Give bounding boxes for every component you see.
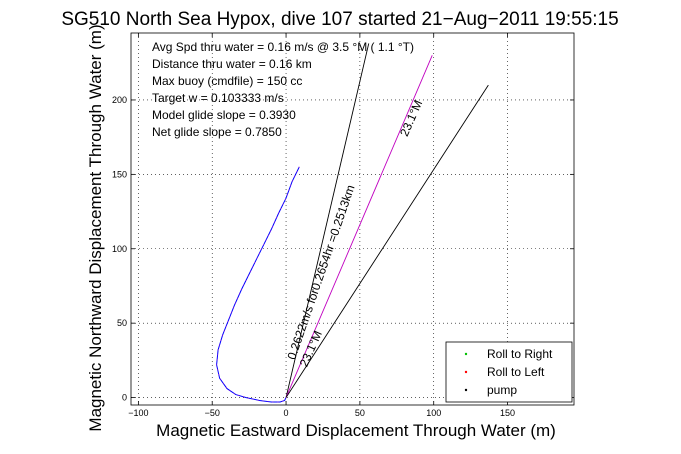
info-line-model-glide-slope: Model glide slope = 0.3930 <box>152 108 296 122</box>
legend-label-roll-right: Roll to Right <box>487 347 553 361</box>
plot-frame <box>130 32 575 406</box>
y-tick-label: 50 <box>117 318 127 328</box>
info-line-avg-speed: Avg Spd thru water = 0.16 m/s @ 3.5 °M (… <box>152 40 414 54</box>
course-line-3 <box>285 84 489 398</box>
chart-title: SG510 North Sea Hypox, dive 107 started … <box>61 9 618 30</box>
series-layer <box>216 43 489 403</box>
legend-label-roll-left: Roll to Left <box>487 365 545 379</box>
legend-marker-roll-right <box>464 352 468 356</box>
y-tick-label: 100 <box>112 244 127 254</box>
tick-layer: −100 −50 0 50 100 150 0 50 100 150 200 <box>112 33 574 418</box>
legend-marker-pump <box>464 388 468 392</box>
course-line-1 <box>285 43 370 398</box>
info-line-max-buoy: Max buoy (cmdfile) = 150 cc <box>152 74 302 88</box>
info-line-target-w: Target w = 0.103333 m/s <box>152 91 284 105</box>
legend-marker-roll-left <box>464 370 468 374</box>
x-axis-label: Magnetic Eastward Displacement Through W… <box>156 421 556 440</box>
info-line-net-glide-slope: Net glide slope = 0.7850 <box>152 125 282 139</box>
legend: Roll to Right Roll to Left pump <box>445 341 573 403</box>
x-tick-label: −50 <box>205 408 220 418</box>
x-tick-label: 0 <box>284 408 289 418</box>
y-tick-label: 200 <box>112 95 127 105</box>
y-axis-label: Magnetic Northward Displacement Through … <box>86 24 105 431</box>
legend-label-pump: pump <box>487 383 517 397</box>
series-line-track-overlay <box>216 166 300 403</box>
course-line-2 <box>285 55 433 398</box>
y-tick-label: 150 <box>112 169 127 179</box>
info-line-distance: Distance thru water = 0.16 km <box>152 57 312 71</box>
x-tick-label: 50 <box>355 408 365 418</box>
x-tick-label: 100 <box>426 408 441 418</box>
y-tick-label: 0 <box>122 393 127 403</box>
info-block: Avg Spd thru water = 0.16 m/s @ 3.5 °M (… <box>152 40 414 139</box>
x-tick-label: 150 <box>500 408 515 418</box>
x-tick-label: −100 <box>128 408 148 418</box>
